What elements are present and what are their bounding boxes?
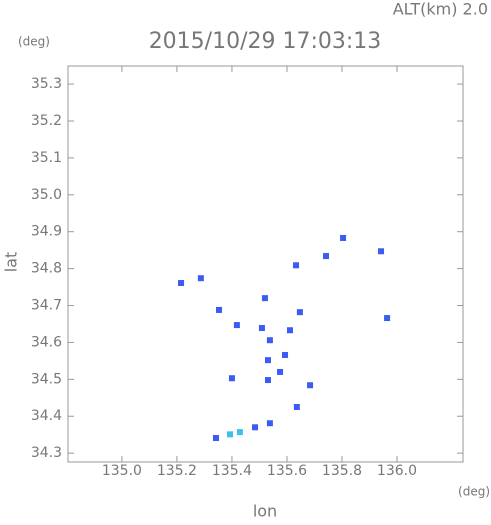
y-tick-label: 35.3 <box>31 76 62 92</box>
y-tick-label: 35.0 <box>31 187 62 203</box>
altitude-label: ALT(km) 2.0 <box>393 0 488 19</box>
x-axis-label: lon <box>253 502 277 521</box>
echo-cell <box>264 357 271 364</box>
x-tick-label: 135.4 <box>212 463 252 479</box>
x-tick-label: 135.2 <box>157 463 197 479</box>
y-tick-label: 34.7 <box>31 298 62 314</box>
echo-cell <box>282 351 289 358</box>
echo-cell <box>378 248 385 255</box>
y-tick-label: 34.3 <box>31 445 62 461</box>
y-tick-label: 34.4 <box>31 408 62 424</box>
echo-cell <box>266 420 273 427</box>
y-axis-label: lat <box>2 252 21 273</box>
echo-cell <box>228 375 235 382</box>
y-tick-label: 34.9 <box>31 224 62 240</box>
y-tick-label: 34.8 <box>31 261 62 277</box>
y-tick-label: 35.1 <box>31 150 62 166</box>
echo-cell <box>293 404 300 411</box>
echo-cell <box>227 431 234 438</box>
echo-cell <box>340 234 347 241</box>
y-tick-label: 34.5 <box>31 371 62 387</box>
echo-cell <box>212 435 219 442</box>
echo-cell <box>258 325 265 332</box>
x-tick-label: 135.0 <box>102 463 142 479</box>
chart-title: 2015/10/29 17:03:13 <box>149 29 382 54</box>
plot-frame <box>67 65 464 463</box>
echo-cell <box>233 322 240 329</box>
echo-cell <box>264 377 271 384</box>
y-unit: (deg) <box>18 35 50 49</box>
x-tick-label: 136.0 <box>377 463 417 479</box>
x-tick-label: 135.8 <box>322 463 362 479</box>
echo-cell <box>266 337 273 344</box>
x-unit: (deg) <box>458 485 490 499</box>
echo-cell <box>197 275 204 282</box>
echo-cell <box>216 306 223 313</box>
echo-cell <box>307 382 314 389</box>
echo-cell <box>286 327 293 334</box>
echo-cell <box>252 424 259 431</box>
echo-cell <box>293 262 300 269</box>
echo-cell <box>277 368 284 375</box>
y-tick-label: 34.6 <box>31 334 62 350</box>
echo-cell <box>384 315 391 322</box>
echo-cell <box>178 280 185 287</box>
echo-cell <box>296 309 303 316</box>
x-tick-label: 135.6 <box>267 463 307 479</box>
echo-cell <box>236 429 243 436</box>
y-tick-label: 35.2 <box>31 113 62 129</box>
echo-cell <box>323 253 330 260</box>
echo-cell <box>261 295 268 302</box>
